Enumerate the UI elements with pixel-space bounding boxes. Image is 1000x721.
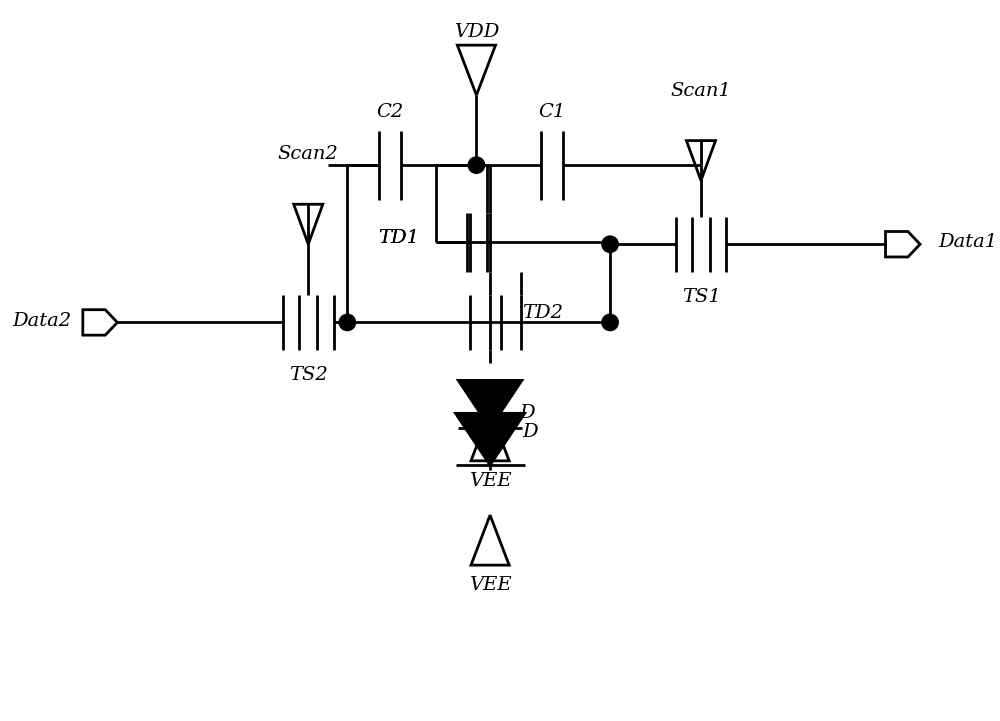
Circle shape (602, 236, 618, 252)
Text: Scan2: Scan2 (278, 145, 339, 163)
Polygon shape (456, 413, 525, 465)
Text: D: D (522, 423, 538, 441)
Text: VEE: VEE (469, 576, 511, 594)
Text: TD2: TD2 (522, 304, 563, 322)
Circle shape (468, 157, 485, 173)
Circle shape (602, 314, 618, 331)
Text: Scan1: Scan1 (671, 81, 731, 99)
Text: VEE: VEE (469, 472, 511, 490)
Text: Data2: Data2 (13, 311, 72, 329)
Text: TD1: TD1 (378, 229, 419, 247)
Text: D: D (519, 404, 535, 423)
Text: C1: C1 (538, 103, 566, 121)
Polygon shape (458, 381, 522, 428)
Text: Data1: Data1 (938, 234, 997, 252)
Text: TS2: TS2 (289, 366, 328, 384)
Circle shape (339, 314, 356, 331)
Text: TS1: TS1 (682, 288, 720, 306)
Text: C2: C2 (376, 103, 404, 121)
Text: VDD: VDD (454, 22, 499, 40)
Text: TD1: TD1 (378, 229, 419, 247)
